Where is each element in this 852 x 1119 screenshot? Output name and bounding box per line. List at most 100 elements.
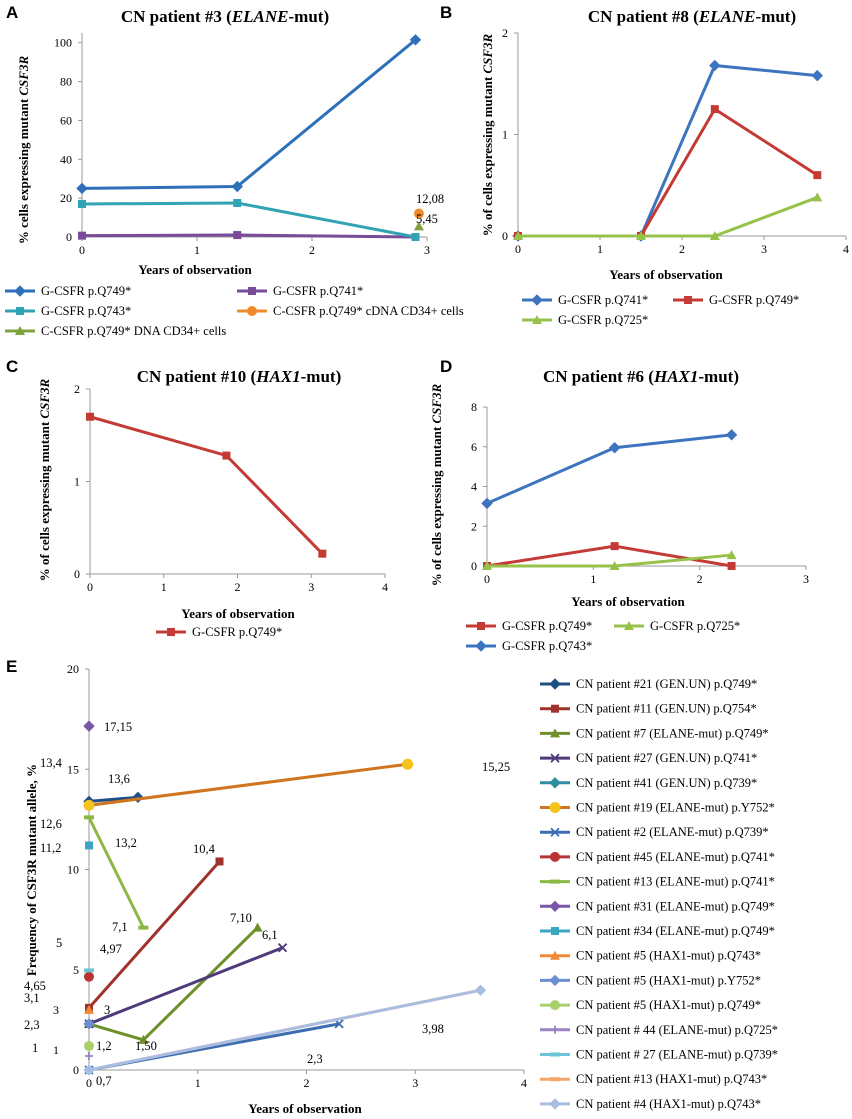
data-point bbox=[231, 180, 243, 193]
data-label: 7,10 bbox=[230, 911, 252, 925]
series-6 bbox=[83, 758, 414, 811]
y-tick-label: 100 bbox=[54, 36, 72, 50]
data-label: 4,97 bbox=[100, 942, 122, 956]
series-line bbox=[81, 201, 416, 239]
data-point bbox=[709, 231, 720, 240]
y-tick-label: 40 bbox=[60, 152, 72, 166]
legend-item: CN patient #27 (GEN.UN) p.Q741* bbox=[540, 751, 757, 765]
data-point bbox=[710, 105, 719, 114]
data-label: 2,3 bbox=[24, 1018, 40, 1032]
y-label-gene: CSF3R bbox=[16, 56, 31, 96]
data-point bbox=[85, 841, 93, 850]
series-line bbox=[88, 762, 408, 807]
series-5 bbox=[413, 221, 424, 231]
legend-label: G-CSFR p.Q749* bbox=[709, 293, 799, 307]
legend-marker bbox=[550, 1052, 560, 1057]
data-label: 11,2 bbox=[40, 841, 61, 855]
series-line bbox=[87, 860, 221, 1009]
panel-d: D CN patient #6 (HAX1-mut) 0 1 2 3 0 2 4 6 8 Years … bbox=[429, 357, 809, 653]
data-point bbox=[78, 199, 86, 208]
data-point bbox=[813, 171, 822, 180]
y-tick-label: 5 bbox=[73, 963, 79, 977]
legend-label: CN patient # 27 (ELANE-mut) p.Q739* bbox=[576, 1048, 778, 1062]
legend-marker bbox=[549, 802, 561, 813]
data-label: 15,25 bbox=[482, 760, 510, 774]
data-label: 5 bbox=[56, 936, 62, 950]
y-tick-label: 1 bbox=[74, 475, 80, 489]
legend-label: CN patient #13 (HAX1-mut) p.Q743* bbox=[576, 1072, 767, 1086]
series-13 bbox=[83, 1018, 95, 1030]
legend-label: CN patient #5 (HAX1-mut) p.Q743* bbox=[576, 949, 761, 963]
legend-marker bbox=[550, 1000, 560, 1011]
data-point bbox=[215, 857, 224, 866]
data-point bbox=[85, 1051, 93, 1060]
legend-item: G-CSFR p.Q741* bbox=[237, 284, 363, 298]
y-tick-label: 0 bbox=[74, 567, 80, 581]
y-tick-label: 20 bbox=[67, 662, 79, 676]
y-label-text: % of cells expressing mutant bbox=[480, 74, 495, 237]
series-line bbox=[88, 795, 139, 803]
series-3 bbox=[513, 192, 823, 240]
data-label: 2,3 bbox=[307, 1052, 323, 1066]
title-part: CN patient #6 ( bbox=[543, 367, 654, 386]
data-label: 1,50 bbox=[135, 1039, 157, 1053]
y-tick-label: 4 bbox=[471, 480, 477, 494]
legend-item: CN patient #45 (ELANE-mut) p.Q741* bbox=[540, 850, 775, 864]
x-tick-label: 4 bbox=[843, 242, 849, 256]
legend-label: G-CSFR p.Q725* bbox=[558, 313, 648, 327]
series-2 bbox=[85, 857, 224, 1012]
data-point bbox=[608, 442, 621, 454]
data-point bbox=[726, 550, 737, 560]
legend-label: CN patient #7 (ELANE-mut) p.Q749* bbox=[576, 726, 769, 740]
series-10 bbox=[83, 720, 95, 732]
data-point bbox=[402, 758, 414, 770]
y-axis-label: Frequency of CSF3R mutant allele, % bbox=[24, 764, 39, 976]
legend-marker bbox=[551, 1025, 559, 1034]
legend-marker bbox=[549, 678, 561, 690]
data-point bbox=[222, 451, 231, 460]
series-3 bbox=[481, 429, 738, 510]
y-tick-label: 0 bbox=[66, 230, 72, 244]
data-point bbox=[482, 561, 492, 570]
data-label: 17,15 bbox=[104, 720, 132, 734]
panel-a: A CN patient #3 (ELANE-mut) 0 1 2 3 0 20 40 60 80 1… bbox=[5, 3, 464, 338]
y-tick-label: 80 bbox=[60, 75, 72, 89]
x-tick-label: 0 bbox=[87, 580, 93, 594]
data-label: 3,98 bbox=[422, 1022, 444, 1036]
y-tick-label: 0 bbox=[471, 559, 477, 573]
legend-item: CN patient #5 (HAX1-mut) p.Q743* bbox=[540, 949, 761, 963]
data-point bbox=[409, 34, 422, 46]
y-tick-label: 20 bbox=[60, 191, 72, 205]
legend-item: CN patient #7 (ELANE-mut) p.Q749* bbox=[540, 726, 769, 740]
legend-label: C-CSFR p.Q749* DNA CD34+ cells bbox=[41, 324, 226, 338]
legend-label: G-CSFR p.Q749* bbox=[192, 625, 282, 639]
panel-c: C CN patient #10 (HAX1-mut) 0 1 2 3 4 0 1 2 Years … bbox=[6, 357, 388, 639]
data-point bbox=[413, 221, 424, 231]
data-label: 13,4 bbox=[40, 756, 63, 770]
data-point bbox=[609, 561, 620, 570]
legend-label: CN patient #21 (GEN.UN) p.Q749* bbox=[576, 677, 757, 691]
data-point bbox=[474, 984, 487, 996]
y-label-text: % cells expressing mutant bbox=[16, 96, 31, 245]
legend-marker bbox=[531, 294, 543, 306]
legend-marker bbox=[477, 622, 485, 630]
x-tick-label: 3 bbox=[412, 1076, 418, 1090]
series-line bbox=[89, 415, 324, 555]
legend-item: CN patient #34 (ELANE-mut) p.Q749* bbox=[540, 924, 775, 938]
data-point bbox=[709, 59, 721, 72]
data-point bbox=[513, 231, 523, 240]
legend-label: CN patient #34 (ELANE-mut) p.Q749* bbox=[576, 924, 775, 938]
legend-label: G-CSFR p.Q749* bbox=[41, 284, 131, 298]
y-label-text: % of cells expressing mutant bbox=[429, 424, 444, 587]
data-label: 4,65 bbox=[24, 979, 46, 993]
legend-label: CN patient #19 (ELANE-mut) p.Y752* bbox=[576, 801, 775, 815]
data-point bbox=[277, 943, 288, 953]
legend-label: G-CSFR p.Q749* bbox=[502, 619, 592, 633]
y-tick-label: 3 bbox=[53, 1003, 59, 1017]
legend-marker bbox=[551, 927, 559, 935]
legend-marker bbox=[550, 753, 560, 763]
data-point bbox=[610, 542, 619, 551]
